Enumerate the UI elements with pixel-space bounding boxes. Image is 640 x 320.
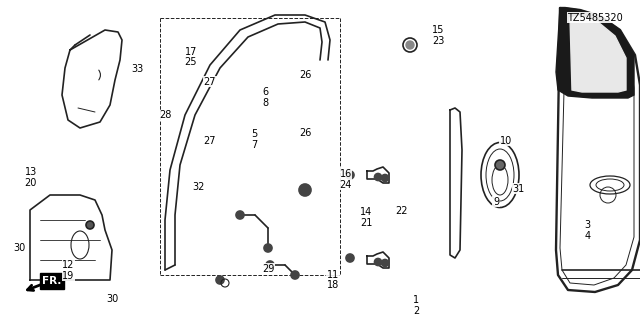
Text: 30: 30 [13, 243, 26, 253]
Text: 5
7: 5 7 [252, 129, 258, 150]
Text: TZ5485320: TZ5485320 [567, 12, 623, 23]
Text: 29: 29 [262, 264, 275, 274]
Text: 10: 10 [499, 136, 512, 146]
Text: 28: 28 [159, 110, 172, 120]
Circle shape [86, 221, 94, 229]
Circle shape [374, 173, 381, 180]
Circle shape [216, 276, 224, 284]
Polygon shape [556, 8, 634, 98]
Circle shape [346, 171, 354, 179]
Circle shape [266, 261, 274, 269]
Text: 26: 26 [300, 70, 312, 80]
Circle shape [374, 259, 381, 266]
Text: 31: 31 [512, 184, 525, 194]
Text: 1
2: 1 2 [413, 295, 419, 316]
Circle shape [381, 174, 388, 181]
Text: 27: 27 [204, 136, 216, 146]
Text: 17
25: 17 25 [184, 47, 197, 68]
Text: 32: 32 [192, 182, 205, 192]
Text: 11
18: 11 18 [326, 269, 339, 291]
Text: 27: 27 [204, 76, 216, 87]
Circle shape [495, 160, 505, 170]
Text: 15
23: 15 23 [432, 26, 445, 46]
Text: 16
24: 16 24 [339, 169, 352, 190]
Text: 22: 22 [396, 206, 408, 216]
Text: 30: 30 [106, 294, 118, 304]
Circle shape [264, 244, 272, 252]
Circle shape [381, 260, 388, 267]
Text: 13
20: 13 20 [24, 167, 37, 188]
Text: 26: 26 [300, 128, 312, 138]
Text: 6
8: 6 8 [262, 87, 269, 108]
Circle shape [346, 254, 354, 262]
Text: 14
21: 14 21 [360, 207, 372, 228]
Circle shape [406, 41, 414, 49]
Circle shape [236, 211, 244, 219]
Text: 3
4: 3 4 [584, 220, 591, 241]
Circle shape [299, 184, 311, 196]
Text: FR.: FR. [42, 276, 61, 286]
Text: 33: 33 [131, 64, 144, 74]
Polygon shape [570, 16, 626, 92]
Text: 12
19: 12 19 [62, 260, 75, 281]
Circle shape [291, 271, 299, 279]
Text: 9: 9 [493, 196, 499, 207]
